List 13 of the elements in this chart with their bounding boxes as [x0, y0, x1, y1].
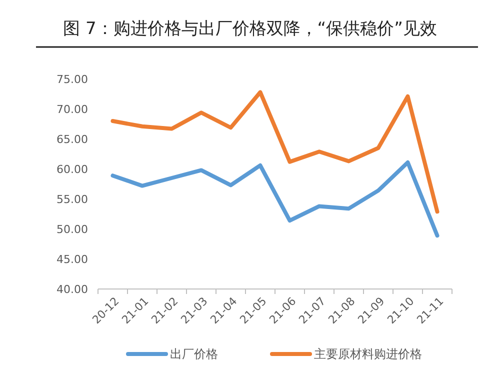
line-series [110, 160, 440, 238]
y-tick-label: 40.00 [56, 283, 88, 296]
chart-title: 图 7：购进价格与出厂价格双降，“保供稳价”见效 [63, 19, 437, 39]
y-tick-label: 70.00 [56, 103, 88, 116]
y-tick-label: 50.00 [56, 223, 88, 236]
legend-label: 出厂价格 [170, 347, 218, 361]
y-tick-label: 45.00 [56, 253, 88, 266]
y-tick-label: 55.00 [56, 193, 88, 206]
line-series [110, 90, 440, 214]
y-tick-label: 75.00 [56, 73, 88, 86]
y-tick-label: 60.00 [56, 163, 88, 176]
legend-label: 主要原材料购进价格 [314, 347, 422, 361]
y-tick-label: 65.00 [56, 133, 88, 146]
